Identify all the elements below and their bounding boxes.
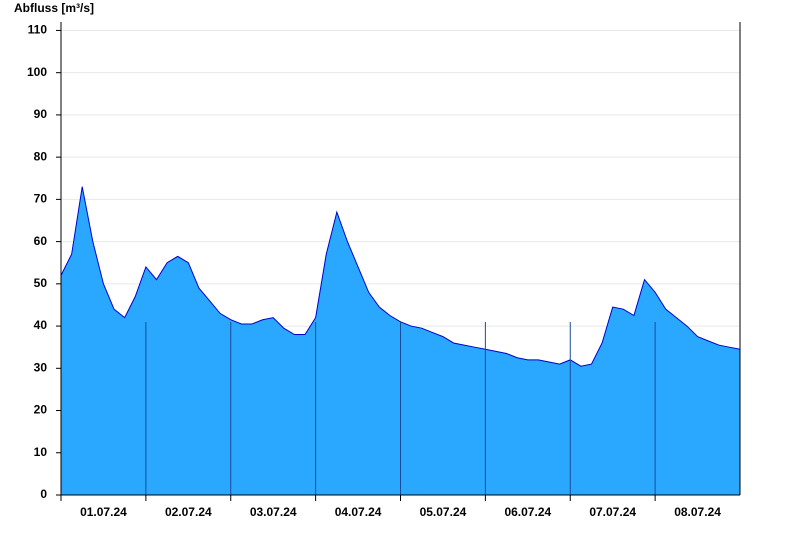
y-tick-label: 100 [27, 65, 47, 79]
x-tick-label: 02.07.24 [165, 505, 212, 519]
y-tick-label: 50 [34, 276, 48, 290]
y-tick-label: 70 [34, 192, 48, 206]
x-tick-label: 04.07.24 [335, 505, 382, 519]
chart-title: Abfluss [m³/s] [14, 1, 94, 15]
y-tick-label: 110 [28, 23, 48, 37]
x-tick-label: 06.07.24 [504, 505, 551, 519]
x-tick-label: 03.07.24 [250, 505, 297, 519]
x-tick-label: 01.07.24 [80, 505, 127, 519]
line [60, 186, 741, 367]
y-tick-label: 60 [34, 234, 48, 248]
x-tick-label: 05.07.24 [420, 505, 467, 519]
x-tick-label: 07.07.24 [589, 505, 636, 519]
y-tick-label: 80 [34, 149, 48, 163]
x-tick-label: 08.07.24 [674, 505, 721, 519]
y-tick-label: 90 [34, 107, 48, 121]
y-tick-label: 10 [34, 445, 48, 459]
y-tick-label: 0 [40, 487, 47, 501]
y-tick-label: 40 [34, 318, 48, 332]
y-tick-label: 30 [34, 360, 48, 374]
y-tick-label: 20 [34, 403, 48, 417]
